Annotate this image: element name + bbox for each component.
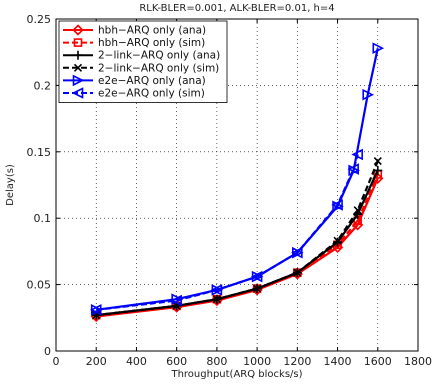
legend-label: e2e−ARQ only (ana) — [98, 75, 206, 87]
data-point-x — [253, 284, 262, 293]
data-point-plus — [73, 50, 83, 60]
data-point-diamond — [72, 24, 84, 36]
data-point-triangle-left — [210, 284, 223, 296]
y-tick-label: 0.1 — [34, 212, 52, 225]
x-tick-label: 1800 — [404, 355, 432, 368]
legend-label: hbh−ARQ only (sim) — [98, 37, 205, 49]
series-line — [96, 160, 379, 317]
x-tick-label: 400 — [126, 355, 147, 368]
data-point-triangle-left — [347, 163, 359, 175]
legend-item: hbh−ARQ only (ana) — [63, 24, 206, 37]
legend-item: hbh−ARQ only (sim) — [63, 37, 205, 49]
data-point-square — [73, 38, 83, 47]
data-point-triangle-right — [348, 164, 360, 177]
legend-box — [58, 20, 228, 103]
x-tick-label: 1600 — [364, 355, 392, 368]
data-point-x — [333, 236, 342, 245]
data-point-triangle-left — [351, 148, 363, 161]
data-point-x — [293, 268, 302, 277]
data-point-triangle-right — [372, 42, 385, 55]
legend-item: e2e−ARQ only (sim) — [63, 87, 205, 100]
data-point-triangle-left — [170, 294, 182, 307]
y-tick-label: 0 — [44, 345, 51, 358]
data-point-x — [212, 295, 221, 304]
chart-title: RLK-BLER=0.001, ALK-BLER=0.01, h=4 — [139, 3, 334, 14]
x-tick-label: 1200 — [283, 355, 311, 368]
data-point-triangle-left — [291, 246, 303, 259]
data-point-x — [373, 157, 382, 166]
legend-item: e2e−ARQ only (ana) — [63, 74, 206, 87]
data-point-triangle-left — [89, 304, 102, 316]
x-tick-label: 1400 — [324, 355, 352, 368]
data-point-triangle-right — [171, 293, 183, 306]
data-point-triangle-left — [250, 270, 263, 283]
series-line — [96, 177, 379, 318]
y-tick-label: 0.25 — [27, 13, 52, 26]
legend-label: 2−link−ARQ only (sim) — [98, 62, 219, 74]
legend-item: 2−link−ARQ only (sim) — [63, 62, 219, 74]
data-point-triangle-left — [71, 87, 84, 99]
y-axis-label: Delay(s) — [5, 164, 16, 206]
x-tick-label: 800 — [206, 355, 227, 368]
data-point-x — [353, 206, 362, 215]
legend-label: e2e−ARQ only (sim) — [98, 88, 205, 100]
legend-label: 2−link−ARQ only (ana) — [98, 50, 220, 62]
y-tick-label: 0.15 — [27, 146, 52, 159]
data-point-triangle-left — [331, 199, 343, 211]
series-6 — [89, 148, 363, 316]
legend: hbh−ARQ only (ana)hbh−ARQ only (sim)2−li… — [58, 20, 228, 103]
data-point-triangle-right — [362, 88, 375, 101]
x-tick-label: 200 — [86, 355, 107, 368]
y-tick-label: 0.05 — [27, 279, 52, 292]
y-tick-label: 0.2 — [34, 79, 52, 92]
x-axis-label: Throughput(ARQ blocks/s) — [170, 369, 302, 380]
x-tick-label: 0 — [53, 355, 60, 368]
legend-item: 2−link−ARQ only (ana) — [63, 50, 220, 62]
data-point-triangle-right — [72, 74, 85, 87]
series-group — [89, 42, 385, 323]
series-4 — [92, 157, 382, 320]
x-tick-label: 600 — [166, 355, 187, 368]
axis-ticks: 0 200 400 600 800 1000 1200 1400 1600 1800 0 0.05 0.… — [27, 13, 433, 368]
series-line — [96, 154, 359, 311]
data-point-x — [73, 63, 83, 72]
x-tick-label: 1000 — [243, 355, 271, 368]
legend-label: hbh−ARQ only (ana) — [98, 25, 206, 37]
